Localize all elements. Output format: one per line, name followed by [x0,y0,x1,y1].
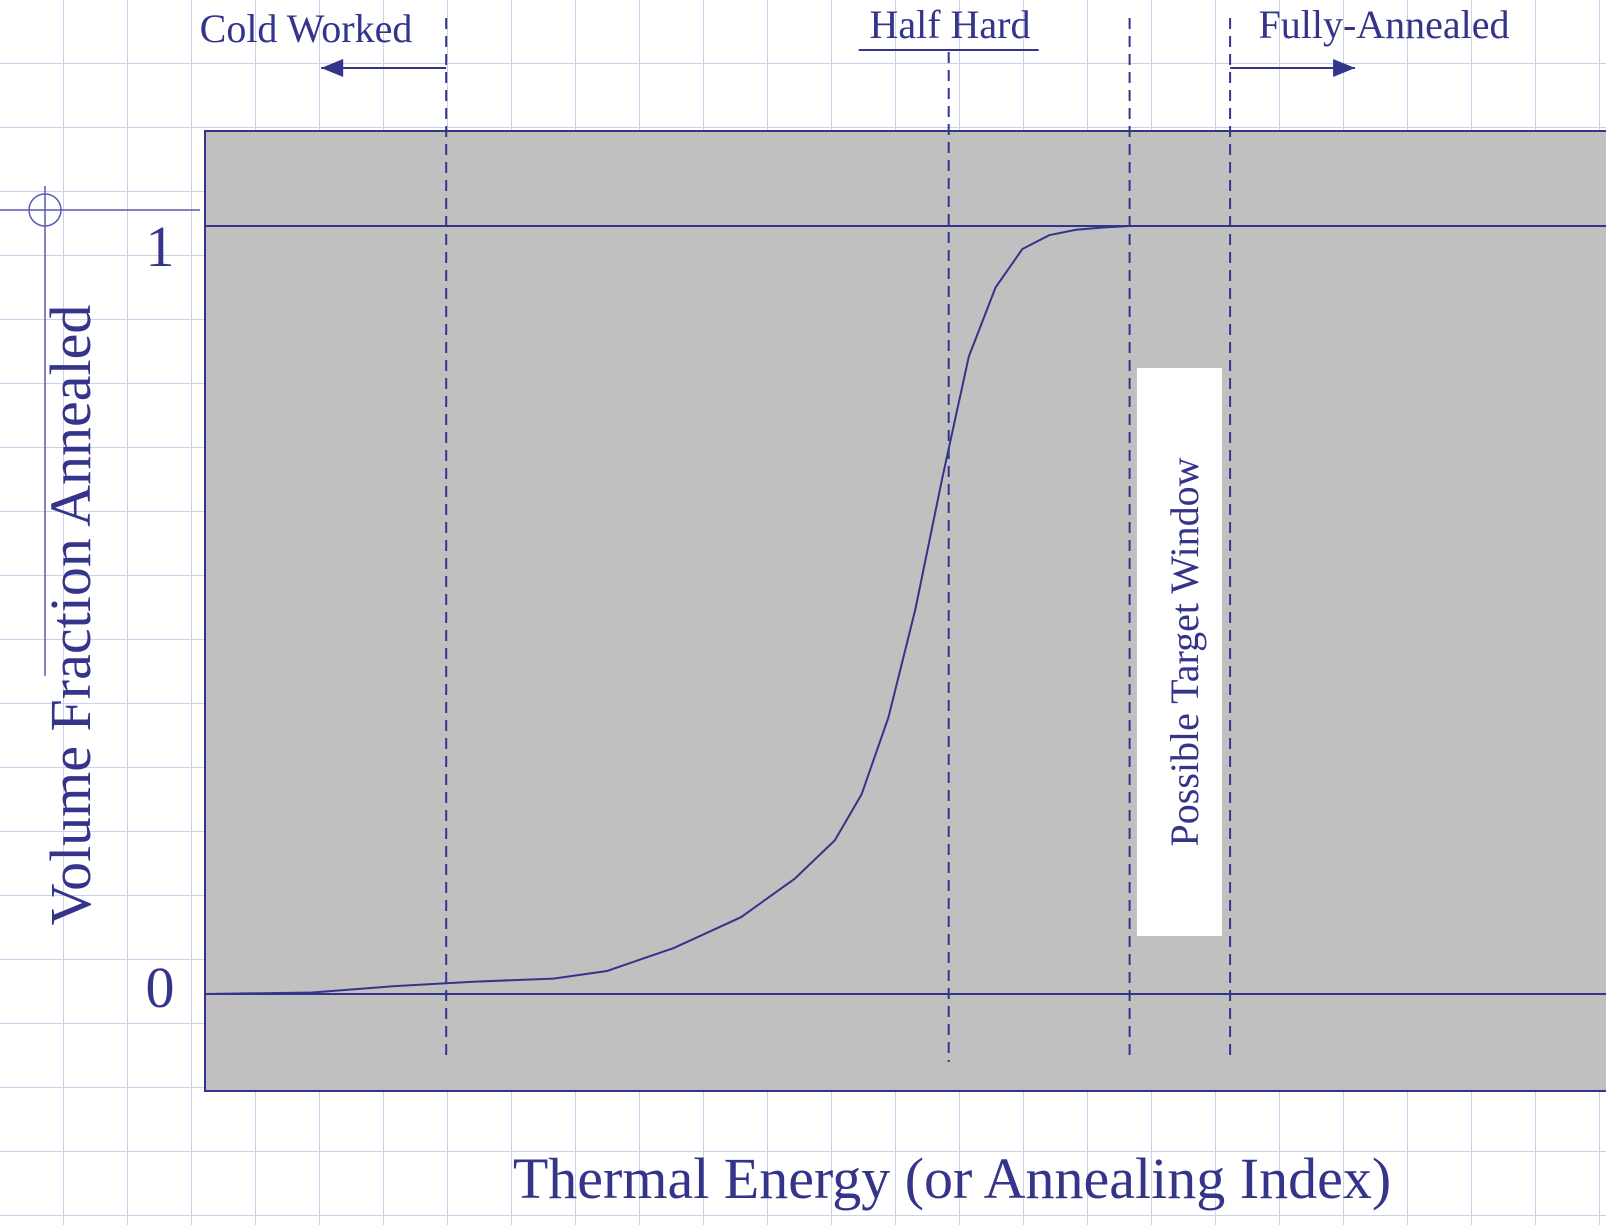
marker-lines [321,18,1356,1062]
crosshair-decoration [0,186,200,676]
y-axis-title: Volume Fraction Annealed [38,305,103,926]
marker-label-half-hard: Half Hard [869,2,1030,47]
series-line-annealed-fraction [204,225,1545,995]
marker-labels: Cold Worked Half Hard Fully-Annealed [200,2,1510,51]
plot-area [204,130,1606,1092]
y-tick-label-0: 0 [146,955,175,1020]
arrowhead-right-icon [1333,59,1356,77]
y-tick-label-1: 1 [146,214,175,279]
marker-label-fully-annealed: Fully-Annealed [1258,2,1509,47]
target-window-box [1137,368,1222,936]
arrowhead-left-icon [321,59,344,77]
marker-label-cold-worked: Cold Worked [200,6,413,51]
target-window-label: Possible Target Window [1162,457,1207,846]
x-axis-title: Thermal Energy (or Annealing Index) [513,1146,1391,1211]
